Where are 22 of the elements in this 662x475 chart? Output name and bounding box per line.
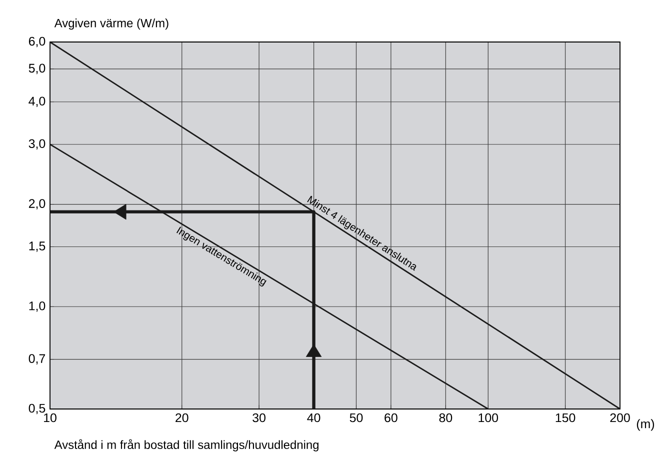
text: (m) — [636, 419, 654, 431]
x-tick-label: 20 — [176, 413, 188, 422]
y-tick-label: 4,0 — [28, 96, 46, 108]
y-tick-label: 3,0 — [28, 139, 46, 150]
x-tick-label: 60 — [384, 413, 398, 422]
x-tick-label: 30 — [252, 413, 266, 422]
y-tick-label: 0,5 — [28, 404, 46, 414]
x-tick-label: 150 — [556, 413, 576, 422]
x-tick-label: 200 — [610, 413, 630, 422]
y-tick-label: 0,7 — [28, 354, 46, 364]
y-tick-label: 2,0 — [28, 199, 46, 210]
x-tick-label: 100 — [478, 413, 498, 422]
x-tick-label: 50 — [350, 413, 363, 422]
x-tick-label: 40 — [307, 413, 320, 422]
y-tick-label: 1,5 — [29, 242, 46, 252]
y-tick-label: 6,0 — [28, 36, 46, 48]
y-tick-label: 5,0 — [28, 64, 46, 74]
x-tick-label: 80 — [439, 413, 452, 422]
y-tick-label: 1,0 — [29, 301, 46, 312]
y-axis-title: Avgiven värme (W/m) — [54, 18, 168, 30]
x-tick-label: 10 — [44, 413, 56, 422]
x-axis-title: Avstånd i m från bostad till samlings/huvudledning — [54, 439, 318, 452]
